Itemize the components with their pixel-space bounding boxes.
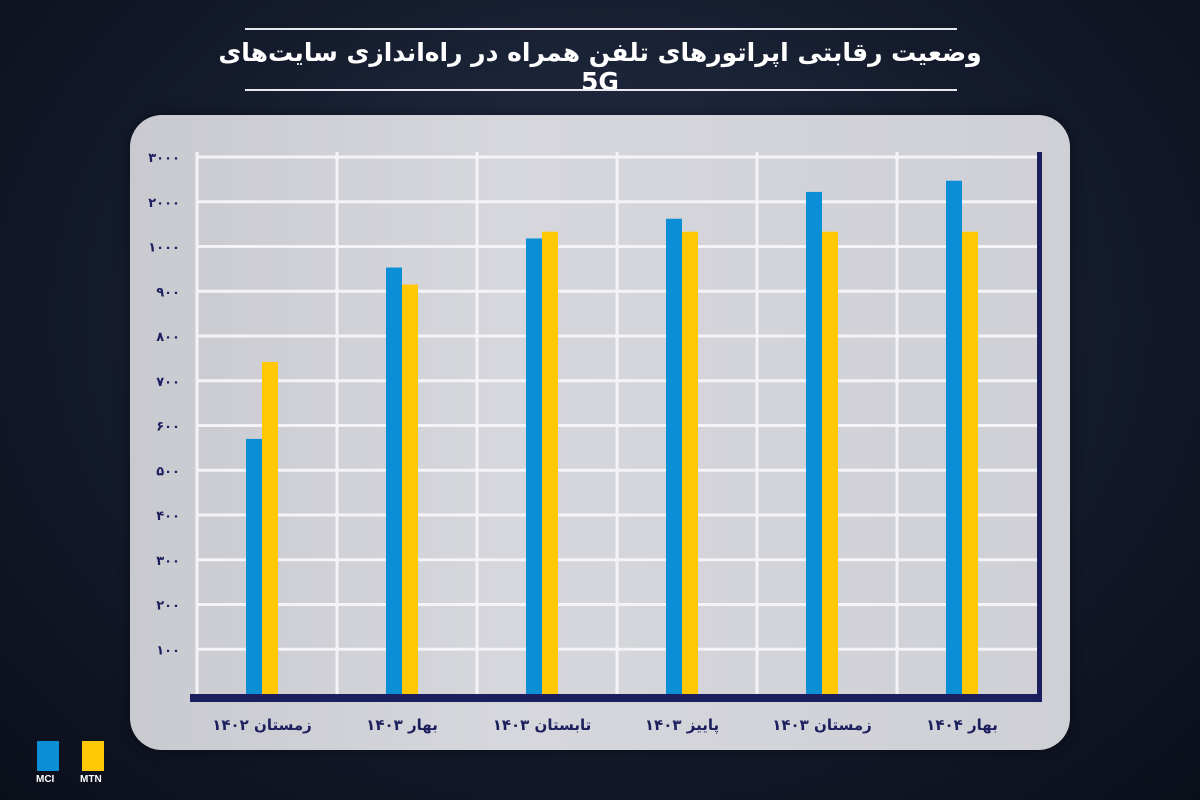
y-tick-label: ۷۰۰: [156, 375, 180, 390]
bar-mtn: [402, 284, 418, 694]
y-tick-label: ۳۰۰: [156, 554, 180, 569]
right-axis: [1037, 152, 1042, 702]
bar-mci: [806, 191, 822, 694]
legend-label-mtn: MTN: [80, 774, 102, 785]
y-tick-label: ۶۰۰: [156, 420, 180, 435]
bar-mtn: [962, 231, 978, 695]
x-tick-label: بهار ۱۴۰۴: [926, 716, 998, 734]
y-tick-label: ۲۰۰: [156, 599, 180, 614]
x-tick-label: پاییز ۱۴۰۳: [645, 716, 719, 735]
y-tick-label: ۳۰۰۰: [148, 151, 180, 166]
x-axis: [190, 694, 1041, 702]
chart-title: وضعیت رقابتی اپراتورهای تلفن همراه در را…: [218, 38, 982, 96]
y-tick-label: ۲۰۰۰: [148, 196, 180, 211]
title-rule-top: [245, 28, 957, 30]
y-tick-label: ۹۰۰: [156, 285, 180, 300]
y-tick-label: ۸۰۰: [156, 330, 180, 345]
legend-swatch-mci: [37, 741, 59, 771]
bar-mtn: [262, 361, 278, 694]
x-tick-label: زمستان ۱۴۰۲: [212, 716, 312, 734]
bar-mtn: [542, 231, 558, 695]
legend-swatch-mtn: [82, 741, 104, 771]
bar-mci: [666, 218, 682, 694]
bar-mci: [386, 267, 402, 694]
y-tick-label: ۱۰۰: [156, 643, 180, 658]
y-tick-label: ۱۰۰۰: [148, 241, 180, 256]
bar-mci: [526, 238, 542, 694]
bar-mci: [246, 438, 262, 694]
y-tick-label: ۵۰۰: [156, 464, 180, 479]
legend-label-mci: MCI: [36, 774, 55, 785]
y-tick-label: ۴۰۰: [156, 509, 180, 524]
chart-card: [130, 115, 1070, 750]
title-rule-bottom: [245, 89, 957, 91]
bar-mtn: [822, 231, 838, 695]
x-tick-label: زمستان ۱۴۰۳: [772, 716, 872, 734]
bar-mtn: [682, 231, 698, 695]
x-tick-label: بهار ۱۴۰۳: [366, 716, 438, 734]
bar-mci: [946, 180, 962, 694]
x-tick-label: تابستان ۱۴۰۳: [493, 716, 592, 734]
